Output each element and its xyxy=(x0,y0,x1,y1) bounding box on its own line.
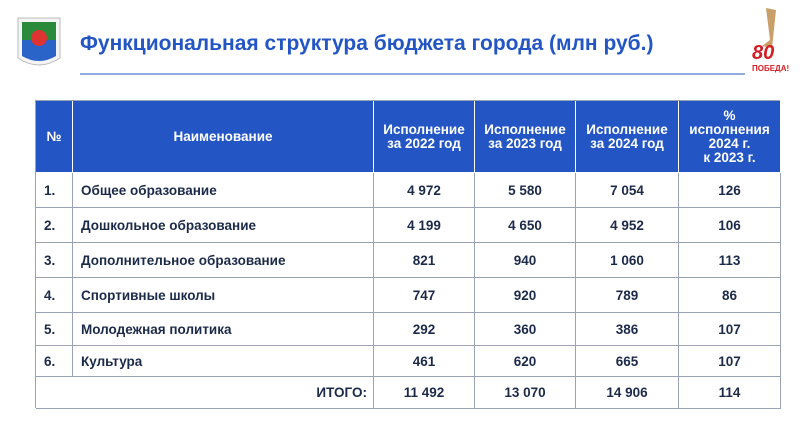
row-name: Дошкольное образование xyxy=(73,208,374,243)
column-header: Исполнение за 2022 год xyxy=(374,101,475,173)
total-value: 11 492 xyxy=(374,377,475,409)
row-number: 1. xyxy=(36,173,73,208)
row-number: 3. xyxy=(36,243,73,278)
header-line: Исполнение xyxy=(586,121,668,137)
row-value: 7 054 xyxy=(576,173,679,208)
row-number: 2. xyxy=(36,208,73,243)
row-value: 86 xyxy=(679,278,781,313)
header-line: за 2023 год xyxy=(488,135,562,151)
total-value: 114 xyxy=(679,377,781,409)
header-line: Исполнение xyxy=(484,121,566,137)
row-value: 4 650 xyxy=(475,208,576,243)
row-number: 4. xyxy=(36,278,73,313)
header-line: исполнения xyxy=(689,121,770,137)
row-value: 620 xyxy=(475,346,576,377)
row-name: Спортивные школы xyxy=(73,278,374,313)
row-value: 386 xyxy=(576,313,679,346)
row-value: 940 xyxy=(475,243,576,278)
row-value: 113 xyxy=(679,243,781,278)
row-value: 292 xyxy=(374,313,475,346)
column-header: Исполнение за 2024 год xyxy=(576,101,679,173)
column-header: Наименование xyxy=(73,101,374,173)
column-header: Исполнение за 2023 год xyxy=(475,101,576,173)
budget-table: № Наименование Исполнение за 2022 год Исполн… xyxy=(35,100,781,409)
row-number: 5. xyxy=(36,313,73,346)
header-line: 2024 г. xyxy=(708,135,751,151)
total-value: 14 906 xyxy=(576,377,679,409)
badge-text: ПОБЕДА! xyxy=(752,64,790,73)
column-header: № xyxy=(36,101,73,173)
total-value: 13 070 xyxy=(475,377,576,409)
title: Функциональная структура бюджета города … xyxy=(80,32,654,55)
row-value: 360 xyxy=(475,313,576,346)
victory-badge xyxy=(762,8,776,48)
row-value: 1 060 xyxy=(576,243,679,278)
header-line: Исполнение xyxy=(383,121,465,137)
row-number: 6. xyxy=(36,346,73,377)
row-value: 789 xyxy=(576,278,679,313)
row-value: 4 972 xyxy=(374,173,475,208)
row-value: 747 xyxy=(374,278,475,313)
row-value: 126 xyxy=(679,173,781,208)
header-line: за 2022 год xyxy=(387,135,461,151)
header-line: к 2023 г. xyxy=(703,149,756,165)
row-value: 920 xyxy=(475,278,576,313)
row-value: 5 580 xyxy=(475,173,576,208)
city-emblem xyxy=(17,17,61,66)
header-line: Наименование xyxy=(173,128,273,144)
row-value: 106 xyxy=(679,208,781,243)
header-line: за 2024 год xyxy=(590,135,664,151)
row-value: 461 xyxy=(374,346,475,377)
row-value: 107 xyxy=(679,346,781,377)
row-value: 107 xyxy=(679,313,781,346)
row-value: 4 952 xyxy=(576,208,679,243)
row-value: 4 199 xyxy=(374,208,475,243)
row-name: Общее образование xyxy=(73,173,374,208)
row-name: Молодежная политика xyxy=(73,313,374,346)
total-label: ИТОГО: xyxy=(36,377,374,409)
header-line: % xyxy=(723,107,736,123)
row-value: 665 xyxy=(576,346,679,377)
column-header: % исполнения 2024 г. к 2023 г. xyxy=(679,101,781,173)
header-line: № xyxy=(46,128,62,144)
row-name: Культура xyxy=(73,346,374,377)
badge-number: 80 xyxy=(752,42,775,64)
row-value: 821 xyxy=(374,243,475,278)
row-name: Дополнительное образование xyxy=(73,243,374,278)
